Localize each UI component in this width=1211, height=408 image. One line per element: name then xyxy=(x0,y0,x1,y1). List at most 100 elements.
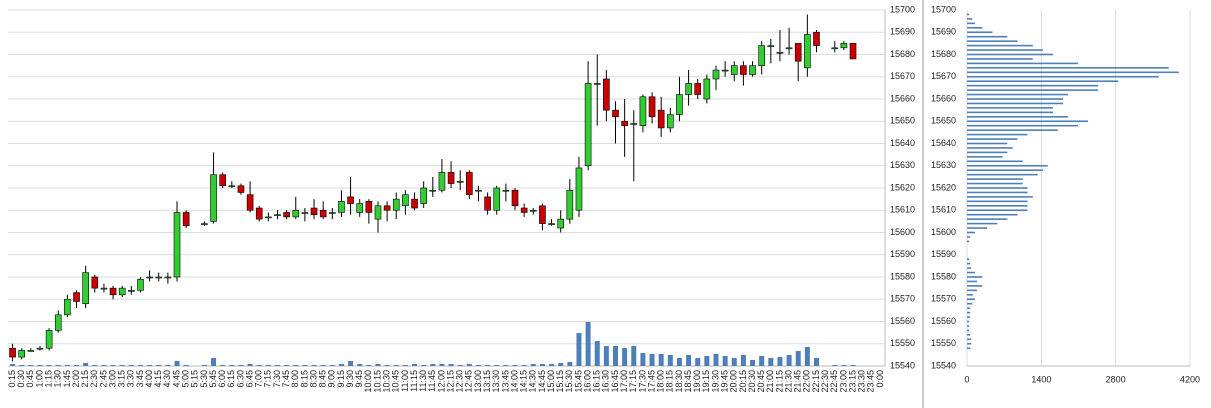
x-tick-label: 9:15 xyxy=(336,370,346,388)
profile-bar xyxy=(967,120,1089,123)
volume-bar xyxy=(348,361,354,366)
x-tick-label: 5:00 xyxy=(181,370,191,388)
volume-bar xyxy=(28,365,34,366)
y-tick-label: 15700 xyxy=(931,4,956,14)
x-tick-label: 8:45 xyxy=(318,370,328,388)
candle-body xyxy=(246,194,254,211)
profile-bar xyxy=(967,209,1028,212)
x-tick-label: 9:45 xyxy=(354,370,364,388)
candle-body xyxy=(18,350,26,358)
candle-body xyxy=(338,201,345,213)
candle-body xyxy=(237,185,245,193)
profile-bar xyxy=(967,347,971,349)
volume-bar xyxy=(430,364,436,366)
y-tick-label: 15640 xyxy=(890,138,915,148)
x-tick-label: 18:15 xyxy=(665,370,675,393)
x-tick-label: 17:30 xyxy=(637,370,647,393)
x-tick-label: 1:00 xyxy=(34,370,44,388)
x-tick-label: 0 xyxy=(964,374,969,384)
candle-body xyxy=(27,350,35,352)
y-tick-label: 15600 xyxy=(890,227,915,237)
candle-body xyxy=(374,205,382,220)
x-tick-label: 3:45 xyxy=(135,370,145,388)
candle-body xyxy=(429,189,437,192)
volume-bar xyxy=(713,354,719,366)
profile-bar xyxy=(967,169,1043,171)
volume-bar xyxy=(302,365,308,366)
x-tick-label: 15:15 xyxy=(555,370,565,393)
volume-bar xyxy=(165,365,171,366)
y-tick-label: 15570 xyxy=(890,294,915,304)
candle-body xyxy=(173,212,181,278)
profile-bar xyxy=(967,98,1064,100)
candle-body xyxy=(603,78,610,111)
candle-body xyxy=(146,276,153,279)
x-tick-label: 5:45 xyxy=(208,370,218,388)
volume-bar xyxy=(649,354,655,366)
candle-body xyxy=(730,65,738,75)
candle-body xyxy=(703,78,711,100)
candle-body xyxy=(475,189,482,192)
volume-bar xyxy=(804,347,810,366)
profile-bar xyxy=(967,240,970,243)
candle-body xyxy=(575,167,583,211)
volume-bar xyxy=(750,360,756,366)
x-tick-label: 1:15 xyxy=(43,370,53,388)
profile-bar xyxy=(967,196,1033,198)
profile-bar xyxy=(967,164,1048,167)
volume-bar xyxy=(631,346,637,366)
x-tick-label: 21:45 xyxy=(793,370,803,393)
volume-bar xyxy=(722,356,728,366)
profile-bar xyxy=(967,156,1003,158)
x-tick-label: 15:45 xyxy=(573,370,583,393)
profile-bar xyxy=(967,276,983,278)
candle-body xyxy=(137,278,144,291)
candle-body xyxy=(347,196,354,204)
x-tick-label: 3:00 xyxy=(107,370,117,388)
x-tick-label: 9:30 xyxy=(345,370,355,388)
candle-body xyxy=(740,65,747,75)
candle-body xyxy=(639,96,647,127)
profile-bar xyxy=(967,289,978,292)
volume-bar xyxy=(603,346,609,366)
candle-body xyxy=(356,203,364,213)
x-tick-label: 13:45 xyxy=(500,370,510,393)
volume-bar xyxy=(46,365,52,366)
y-tick-label: 15540 xyxy=(931,360,956,370)
volume-bar xyxy=(850,365,856,366)
x-tick-label: 0:15 xyxy=(7,370,17,388)
volume-bar xyxy=(19,365,25,366)
x-tick-label: 2800 xyxy=(1106,374,1126,384)
volume-bar xyxy=(695,358,701,366)
candle-body xyxy=(676,94,683,115)
x-tick-label: 2:45 xyxy=(98,370,108,388)
x-tick-label: 20:15 xyxy=(738,370,748,393)
volume-bar xyxy=(786,355,792,366)
volume-bar xyxy=(457,365,463,366)
profile-bar xyxy=(967,13,970,16)
x-tick-label: 3:30 xyxy=(126,370,136,388)
volume-bar xyxy=(567,362,573,366)
x-tick-label: 16:45 xyxy=(610,370,620,393)
y-tick-label: 15620 xyxy=(931,182,956,192)
volume-bar xyxy=(375,364,381,366)
volume-bar xyxy=(238,365,244,366)
candle-body xyxy=(255,207,263,220)
x-tick-label: 20:30 xyxy=(747,370,757,393)
profile-bar xyxy=(967,116,1068,118)
profile-bar xyxy=(967,89,1099,91)
candle-body xyxy=(794,43,802,62)
x-tick-label: 15:00 xyxy=(546,370,556,393)
y-tick-label: 15630 xyxy=(931,160,956,170)
profile-bar xyxy=(967,191,1028,194)
candle-body xyxy=(155,276,163,279)
volume-bar xyxy=(549,364,555,366)
x-tick-label: 7:30 xyxy=(272,370,282,388)
profile-bar xyxy=(967,338,972,341)
x-tick-label: 5:30 xyxy=(199,370,209,388)
x-tick-label: 10:15 xyxy=(372,370,382,393)
y-tick-label: 15580 xyxy=(931,271,956,281)
volume-bar xyxy=(795,351,801,366)
profile-bar xyxy=(967,271,975,274)
